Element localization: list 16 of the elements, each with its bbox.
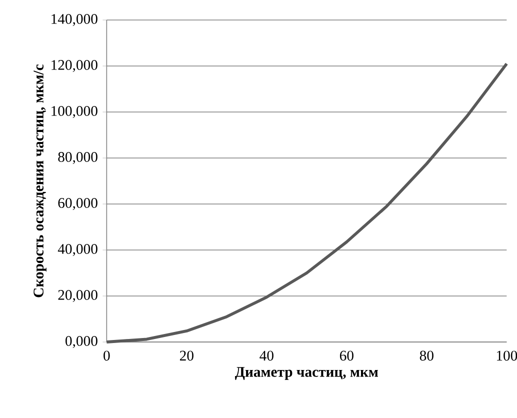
x-axis-title: Диаметр частиц, мкм <box>234 367 378 380</box>
y-tick-label: 20,000 <box>58 290 98 302</box>
y-tick-label: 40,000 <box>58 244 98 256</box>
x-tick-label: 100 <box>496 350 517 361</box>
y-tick-label: 80,000 <box>58 152 98 164</box>
x-tick-label: 0 <box>104 350 110 361</box>
y-tick-label: 140,000 <box>52 14 98 26</box>
x-tick-label: 20 <box>180 350 194 361</box>
y-tick-label: 100,000 <box>52 106 98 118</box>
y-tick-label: 60,000 <box>58 198 98 210</box>
x-tick-label: 80 <box>420 350 434 361</box>
y-tick-label: 120,000 <box>52 60 98 72</box>
y-tick-label: 0,000 <box>66 336 98 348</box>
x-tick-label: 60 <box>340 350 354 361</box>
y-axis-title: Скорость осаждения частиц, мкм/с <box>34 64 46 298</box>
x-tick-label: 40 <box>260 350 274 361</box>
